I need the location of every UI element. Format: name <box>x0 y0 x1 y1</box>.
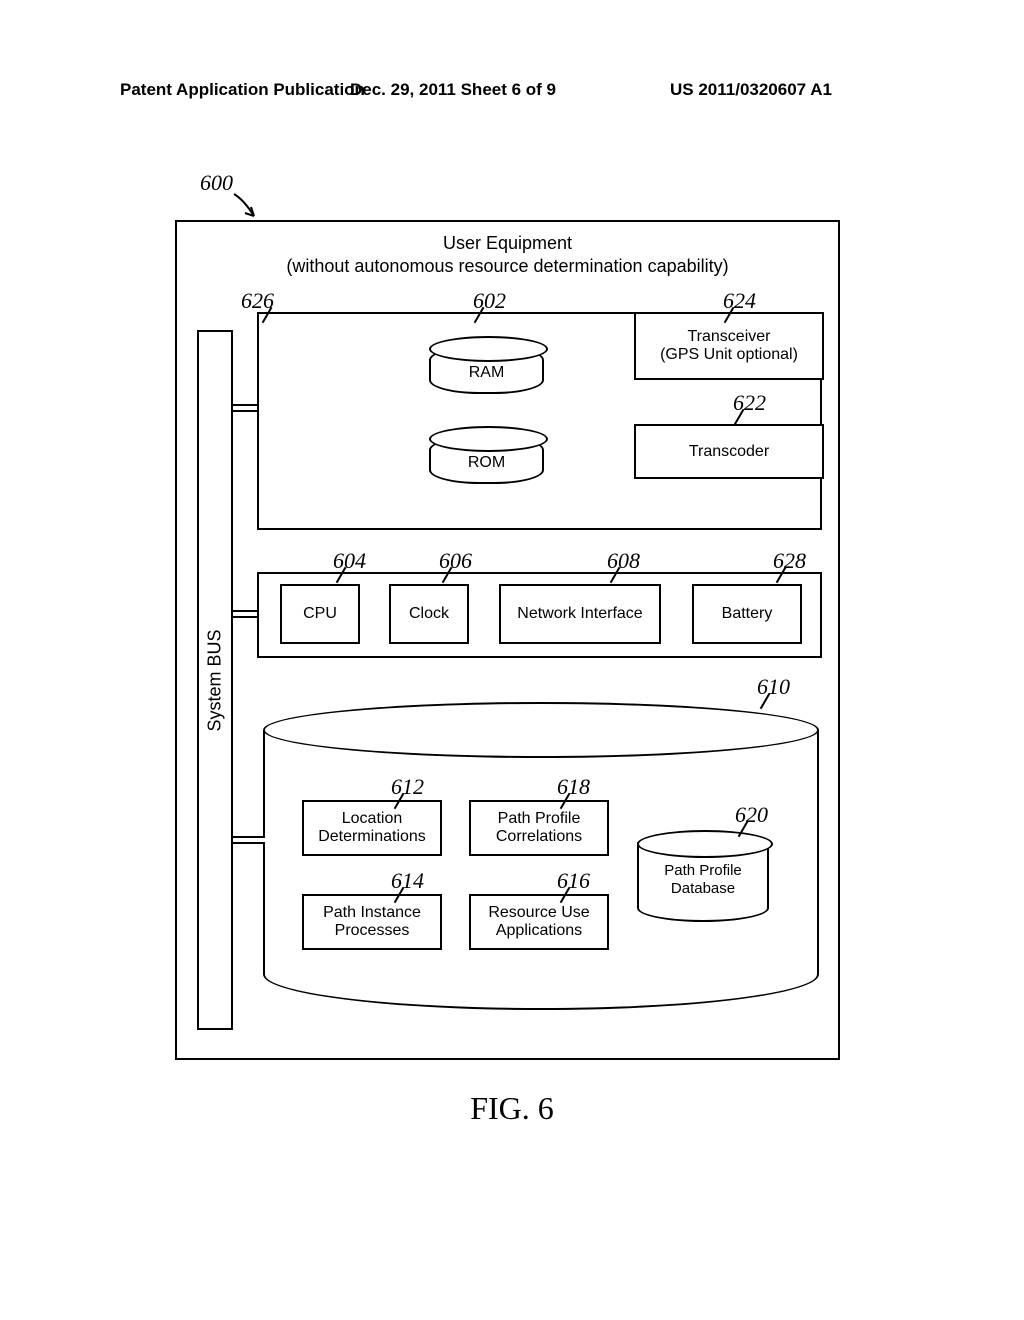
rom-label: ROM <box>431 454 542 472</box>
netif-label: Network Interface <box>517 605 642 623</box>
path-profile-db-cylinder: Path Profile Database <box>637 842 769 922</box>
title-line2: (without autonomous resource determinati… <box>177 255 838 278</box>
bus-connector-3 <box>233 836 265 844</box>
db-line2: Database <box>639 880 767 898</box>
db-label: Path Profile Database <box>639 862 767 898</box>
arrow-600-icon <box>232 192 262 222</box>
cpu-label: CPU <box>303 605 337 623</box>
res-use-line2: Applications <box>496 922 582 940</box>
system-bus-block: System BUS <box>197 330 233 1030</box>
title-line1: User Equipment <box>177 232 838 255</box>
bus-connector-1 <box>233 404 259 412</box>
header-mid: Dec. 29, 2011 Sheet 6 of 9 <box>350 80 556 100</box>
cpu-block: CPU <box>280 584 360 644</box>
transcoder-label: Transcoder <box>689 443 769 461</box>
loc-det-line1: Location <box>342 810 403 828</box>
transceiver-line1: Transceiver <box>688 328 771 346</box>
rom-cylinder: ROM <box>429 436 544 484</box>
db-line1: Path Profile <box>639 862 767 880</box>
header-right: US 2011/0320607 A1 <box>670 80 832 100</box>
transceiver-line2: (GPS Unit optional) <box>660 346 798 364</box>
resource-use-block: Resource Use Applications <box>469 894 609 950</box>
battery-label: Battery <box>722 605 773 623</box>
storage-cylinder-top <box>263 702 819 758</box>
figure-container: User Equipment (without autonomous resou… <box>175 220 840 1060</box>
figure-caption: FIG. 6 <box>0 1090 1024 1127</box>
ref-600: 600 <box>200 170 233 196</box>
location-determinations-block: Location Determinations <box>302 800 442 856</box>
loc-det-line2: Determinations <box>318 828 426 846</box>
ram-cylinder: RAM <box>429 346 544 394</box>
path-instance-block: Path Instance Processes <box>302 894 442 950</box>
path-inst-line2: Processes <box>335 922 410 940</box>
clock-block: Clock <box>389 584 469 644</box>
header-left: Patent Application Publication <box>120 80 365 100</box>
battery-block: Battery <box>692 584 802 644</box>
network-interface-block: Network Interface <box>499 584 661 644</box>
path-correlations-block: Path Profile Correlations <box>469 800 609 856</box>
ram-label: RAM <box>431 364 542 382</box>
system-bus-label: System BUS <box>205 629 226 731</box>
clock-label: Clock <box>409 605 449 623</box>
figure-title: User Equipment (without autonomous resou… <box>177 222 838 279</box>
transcoder-block: Transcoder <box>634 424 824 479</box>
bus-connector-2 <box>233 610 259 618</box>
path-corr-line2: Correlations <box>496 828 582 846</box>
